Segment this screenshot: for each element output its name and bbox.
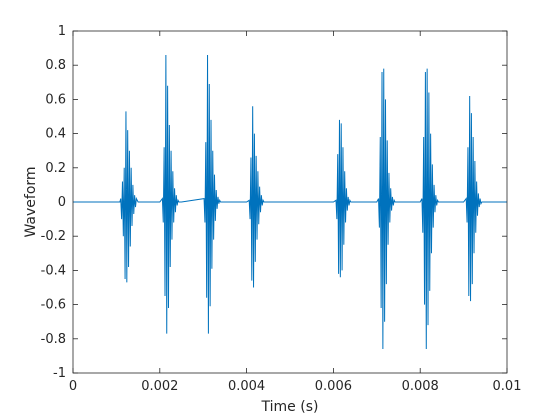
y-tick-label: -0.8 [41,332,66,347]
y-tick-label: 1 [58,24,66,39]
x-tick-label: 0.01 [493,379,522,394]
plot-frame [72,30,508,374]
x-tick-label: 0.002 [141,379,178,394]
y-tick-label: -0.4 [41,263,66,278]
y-tick-label: 0 [58,195,66,210]
y-axis-label: Waveform [23,166,39,237]
y-tick-label: -1 [53,366,66,381]
x-tick-label: 0.006 [315,379,352,394]
y-tick-label: -0.2 [41,229,66,244]
x-tick-label: 0 [69,379,77,394]
y-tick-label: 0.6 [45,92,66,107]
waveform-series-line [73,54,507,350]
x-axis-label: Time (s) [261,399,319,415]
y-tick-label: -0.6 [41,298,66,313]
y-tick-label: 0.8 [45,58,66,73]
y-axis-ticks: 1 0.8 0.6 0.4 0.2 0 -0.2 -0.4 -0.6 -0.8 -1 [41,24,507,381]
y-tick-label: 0.4 [45,127,66,142]
y-tick-label: 0.2 [45,161,66,176]
x-axis-ticks: 0 0.002 0.004 0.006 0.008 0.01 [69,31,522,394]
x-tick-label: 0.004 [228,379,265,394]
x-tick-label: 0.008 [402,379,439,394]
